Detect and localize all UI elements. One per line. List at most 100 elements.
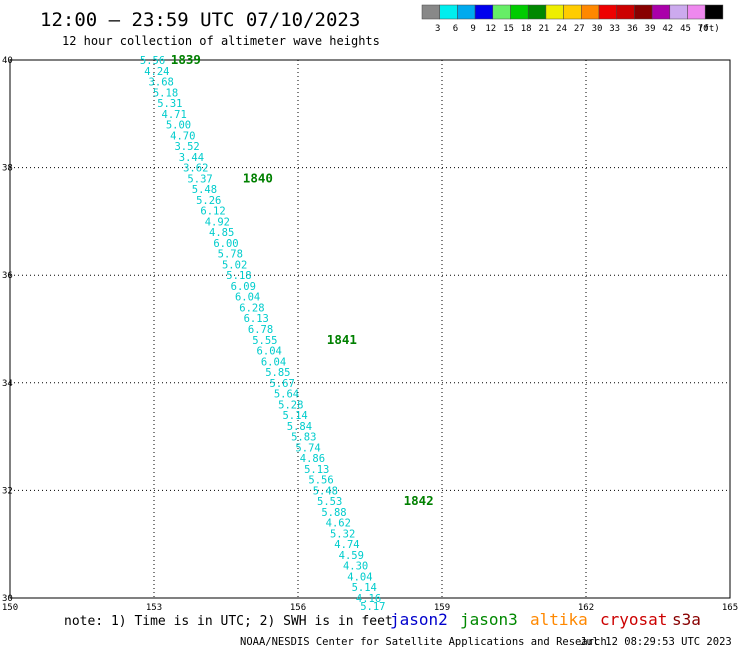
x-tick-label: 156 xyxy=(290,603,306,613)
x-tick-label: 162 xyxy=(578,603,594,613)
legend-label: 36 xyxy=(627,24,638,34)
legend-label: 12 xyxy=(485,24,496,34)
legend-label: 6 xyxy=(453,24,458,34)
wave-height-value: 3.44 xyxy=(179,152,204,164)
wave-height-value: 5.17 xyxy=(360,601,385,613)
wave-height-value: 5.48 xyxy=(192,184,217,196)
wave-height-value: 4.24 xyxy=(144,66,169,78)
wave-height-value: 5.84 xyxy=(287,421,312,433)
wave-height-value: 5.85 xyxy=(265,367,290,379)
y-tick-label: 38 xyxy=(2,164,13,174)
legend-label: 45 xyxy=(680,24,691,34)
wave-height-value: 4.04 xyxy=(347,571,372,583)
wave-height-value: 5.14 xyxy=(352,582,377,594)
wave-height-value: 5.37 xyxy=(187,173,212,185)
wave-height-value: 6.12 xyxy=(200,206,225,218)
wave-height-value: 5.14 xyxy=(282,410,307,422)
wave-height-value: 4.85 xyxy=(209,227,234,239)
legend-swatch xyxy=(492,4,511,20)
wave-height-value: 5.78 xyxy=(218,249,243,261)
color-legend: 3 6 9 12 15 18 21 24 27 30 33 36 39 42 45 70(ft) xyxy=(421,4,724,34)
legend-label: 39 xyxy=(645,24,656,34)
x-tick-label: 159 xyxy=(434,603,450,613)
y-tick-label: 32 xyxy=(2,486,13,496)
y-axis-ticks: 30 32 34 36 38 40 xyxy=(2,56,13,604)
y-tick-label: 34 xyxy=(2,379,13,389)
legend-swatch xyxy=(687,4,706,20)
wave-height-value: 5.18 xyxy=(226,270,251,282)
legend-label: 9 xyxy=(470,24,475,34)
pass-number-label: 1840 xyxy=(243,170,273,185)
wave-height-value: 4.62 xyxy=(326,518,351,530)
wave-height-value: 5.32 xyxy=(330,528,355,540)
chart-title: 12:00 – 23:59 UTC 07/10/2023 xyxy=(40,9,360,31)
x-tick-label: 165 xyxy=(722,603,738,613)
wave-height-value: 6.04 xyxy=(257,346,282,358)
y-tick-label: 36 xyxy=(2,271,13,281)
legend-label: 30 xyxy=(592,24,603,34)
legend-label: 21 xyxy=(538,24,549,34)
legend-label: 15 xyxy=(503,24,514,34)
legend-swatch xyxy=(563,4,582,20)
wave-height-value: 4.70 xyxy=(170,130,195,142)
legend-swatch xyxy=(581,4,600,20)
sat-s3a: s3a xyxy=(672,610,701,629)
y-tick-label: 40 xyxy=(2,56,13,66)
wave-height-value: 5.13 xyxy=(304,464,329,476)
wave-height-value: 5.31 xyxy=(157,98,182,110)
legend-label: 3 xyxy=(435,24,440,34)
credit-text: NOAA/NESDIS Center for Satellite Applica… xyxy=(240,636,607,648)
legend-swatch xyxy=(598,4,617,20)
legend-label: 70 xyxy=(698,24,709,34)
legend-swatch xyxy=(704,4,724,20)
wave-height-value: 5.53 xyxy=(317,496,342,508)
wave-height-value: 5.00 xyxy=(166,120,191,132)
wave-height-value: 6.04 xyxy=(261,356,286,368)
wave-height-value: 5.56 xyxy=(308,475,333,487)
wave-height-value: 6.13 xyxy=(244,313,269,325)
plot-frame xyxy=(9,59,731,599)
legend-swatch xyxy=(510,4,529,20)
pass-number-label: 1839 xyxy=(171,52,201,67)
sat-altika: altika xyxy=(530,610,588,629)
wave-height-value: 5.28 xyxy=(278,399,303,411)
wave-height-value: 4.71 xyxy=(162,109,187,121)
legend-unit: (ft) xyxy=(698,24,720,34)
y-tick-label: 30 xyxy=(2,594,13,604)
wave-height-value: 5.02 xyxy=(222,259,247,271)
wave-height-value: 3.62 xyxy=(183,163,208,175)
wave-height-value: 5.67 xyxy=(270,378,295,390)
legend-swatch xyxy=(474,4,494,20)
legend-swatch xyxy=(669,4,688,20)
wave-height-value: 4.74 xyxy=(334,539,359,551)
wave-height-value: 5.88 xyxy=(321,507,346,519)
wave-height-value: 6.78 xyxy=(248,324,273,336)
wave-height-value: 6.04 xyxy=(235,292,260,304)
chart-subtitle: 12 hour collection of altimeter wave hei… xyxy=(62,34,380,48)
wave-height-value: 5.48 xyxy=(313,485,338,497)
wave-height-value: 5.64 xyxy=(274,389,299,401)
timestamp-text: Jul 12 08:29:53 UTC 2023 xyxy=(580,636,732,648)
wave-height-value: 4.92 xyxy=(205,216,230,228)
wave-height-value: 5.83 xyxy=(291,432,316,444)
legend-swatch xyxy=(634,4,653,20)
legend-swatch xyxy=(439,4,458,20)
legend-swatch xyxy=(457,4,476,20)
wave-height-points: 5.564.243.685.185.314.715.004.703.523.44… xyxy=(140,55,386,613)
legend-label: 42 xyxy=(662,24,673,34)
wave-height-value: 5.18 xyxy=(153,87,178,99)
wave-height-value: 6.09 xyxy=(231,281,256,293)
legend-swatch xyxy=(421,4,440,20)
legend-label: 27 xyxy=(574,24,585,34)
wave-height-value: 5.74 xyxy=(295,442,320,454)
wave-height-value: 3.68 xyxy=(149,77,174,89)
note-text: note: 1) Time is in UTC; 2) SWH is in fe… xyxy=(64,614,393,629)
legend-label: 24 xyxy=(556,24,567,34)
sat-cryosat: cryosat xyxy=(600,610,667,629)
grid xyxy=(10,60,730,598)
x-axis-ticks: 150 153 156 159 162 165 xyxy=(2,603,738,613)
wave-height-value: 4.59 xyxy=(339,550,364,562)
legend-label: 18 xyxy=(521,24,532,34)
sat-jason2: jason2 xyxy=(390,610,448,629)
